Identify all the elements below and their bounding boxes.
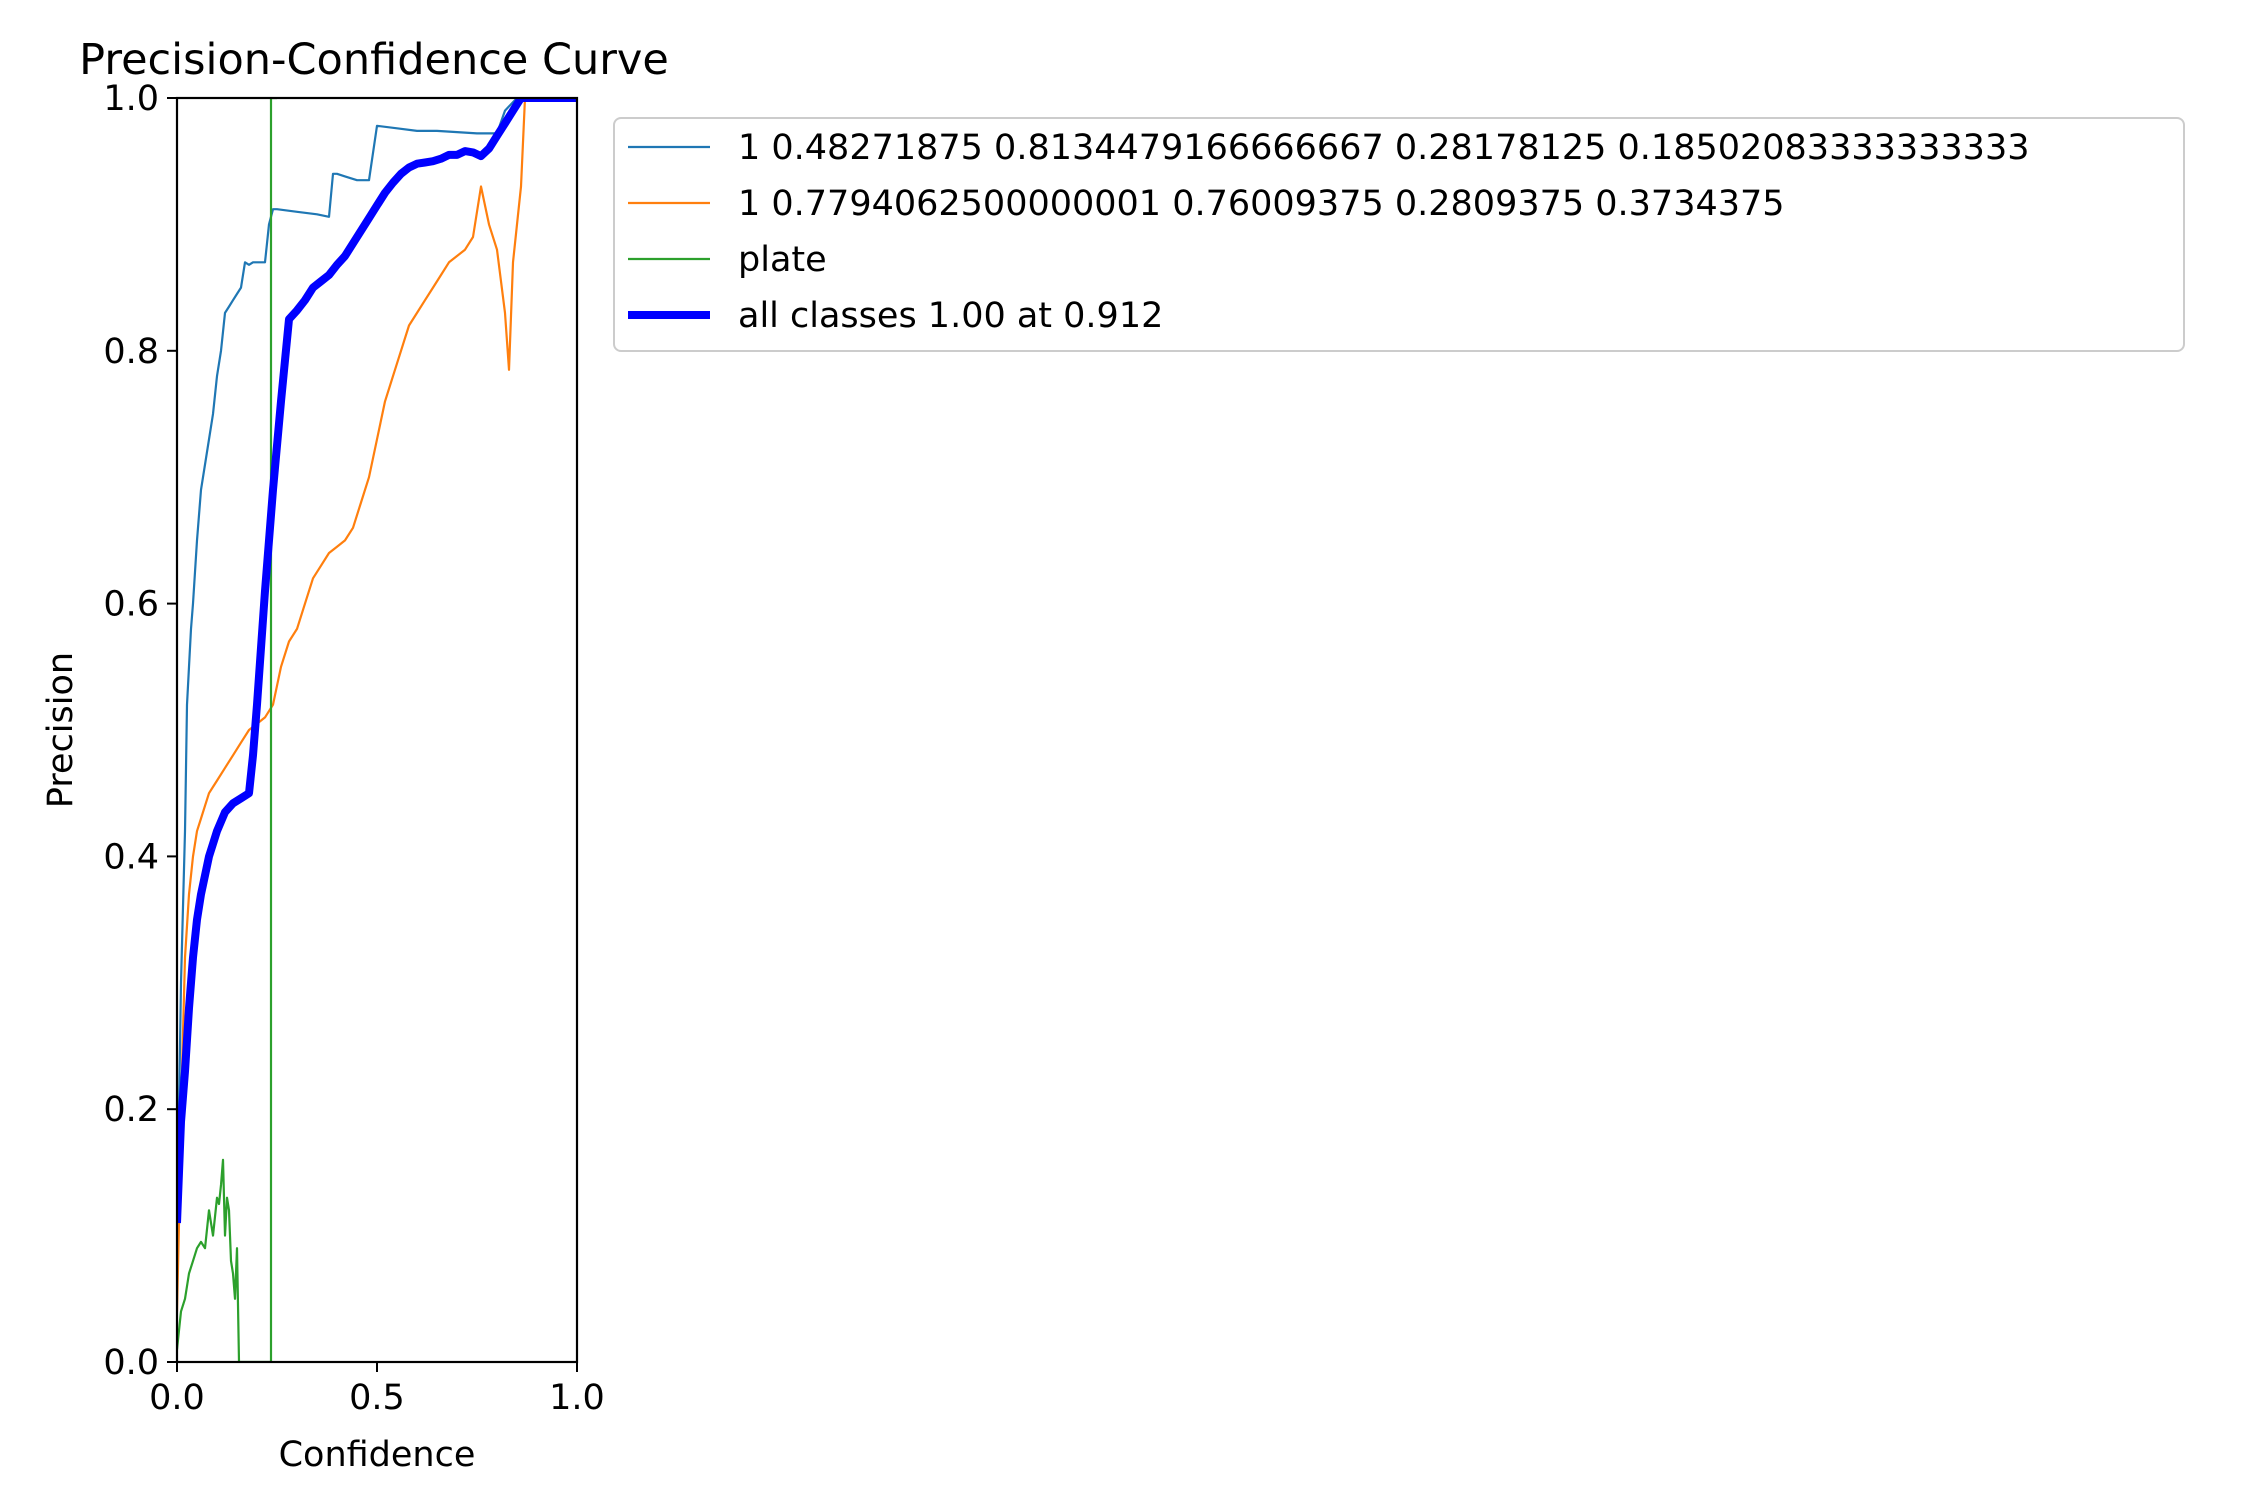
x-tick-label: 1.0 bbox=[549, 1378, 605, 1418]
x-tick-label: 0.0 bbox=[149, 1378, 205, 1418]
legend-label-4: all classes 1.00 at 0.912 bbox=[738, 296, 1163, 336]
plot-frame bbox=[175, 96, 579, 1364]
x-tick-label: 0.5 bbox=[349, 1378, 405, 1418]
y-tick-label: 0.8 bbox=[103, 332, 159, 372]
series-line-4 bbox=[177, 98, 577, 1224]
y-tick-label: 0.0 bbox=[103, 1343, 159, 1383]
legend-label-2: 1 0.7794062500000001 0.76009375 0.280937… bbox=[738, 184, 1785, 224]
y-axis: 0.0 0.2 0.4 0.6 0.8 1.0 bbox=[103, 79, 177, 1383]
plot-area bbox=[175, 96, 579, 1364]
y-axis-label: Precision bbox=[41, 652, 81, 808]
legend-label-3: plate bbox=[738, 240, 827, 280]
legend-frame bbox=[613, 117, 2185, 352]
y-tick-label: 0.4 bbox=[103, 837, 159, 877]
series-line-1 bbox=[177, 98, 577, 1236]
x-axis: 0.0 0.5 1.0 bbox=[149, 1362, 605, 1418]
x-axis-label: Confidence bbox=[279, 1435, 476, 1475]
series-line-2 bbox=[177, 98, 529, 1312]
chart-title: Precision-Confidence Curve bbox=[79, 35, 669, 85]
legend: 1 0.48271875 0.8134479166666667 0.281781… bbox=[613, 117, 2185, 352]
y-tick-label: 0.6 bbox=[103, 585, 159, 625]
y-tick-label: 0.2 bbox=[103, 1090, 159, 1130]
y-tick-label: 1.0 bbox=[103, 79, 159, 119]
legend-items: 1 0.48271875 0.8134479166666667 0.281781… bbox=[628, 128, 2029, 336]
legend-label-1: 1 0.48271875 0.8134479166666667 0.281781… bbox=[738, 128, 2029, 168]
series-line-3 bbox=[177, 98, 277, 1362]
series-group bbox=[177, 98, 577, 1362]
